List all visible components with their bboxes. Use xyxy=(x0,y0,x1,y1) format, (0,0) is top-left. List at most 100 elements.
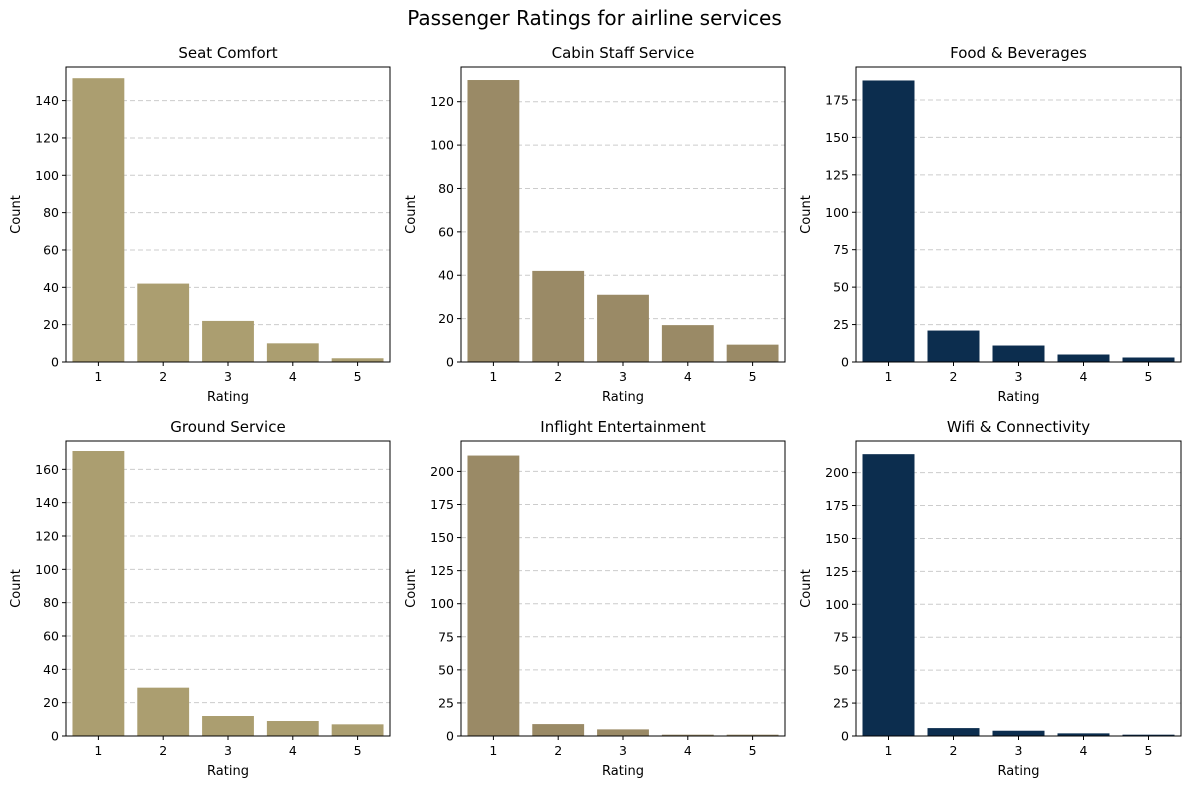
y-tick-label: 75 xyxy=(438,629,454,644)
x-tick-label: 5 xyxy=(354,743,362,758)
subplot-title: Ground Service xyxy=(170,418,285,436)
x-tick-label: 2 xyxy=(950,369,958,384)
y-tick-label: 120 xyxy=(35,529,59,544)
y-tick-label: 60 xyxy=(438,224,454,239)
bar-rating-4 xyxy=(661,734,714,736)
bar-rating-3 xyxy=(202,716,254,736)
y-axis-label: Count xyxy=(9,569,24,608)
y-tick-label: 175 xyxy=(430,497,454,512)
y-tick-label: 80 xyxy=(438,181,454,196)
bar-rating-5 xyxy=(1122,734,1175,736)
y-tick-label: 120 xyxy=(35,130,59,145)
y-tick-label: 160 xyxy=(35,462,59,477)
bar-rating-5 xyxy=(1122,357,1175,362)
y-tick-label: 175 xyxy=(825,92,849,107)
y-tick-label: 0 xyxy=(446,355,454,370)
x-tick-label: 3 xyxy=(224,369,232,384)
x-axis-label: Rating xyxy=(998,764,1040,779)
y-tick-label: 140 xyxy=(35,93,59,108)
y-tick-label: 80 xyxy=(43,595,59,610)
y-tick-label: 100 xyxy=(35,562,59,577)
bar-rating-1 xyxy=(72,451,125,736)
bar-rating-2 xyxy=(137,687,190,736)
x-tick-label: 4 xyxy=(1080,369,1088,384)
bar-rating-3 xyxy=(597,294,649,362)
y-tick-label: 100 xyxy=(430,138,454,153)
figure-title: Passenger Ratings for airline services xyxy=(407,6,782,30)
y-tick-label: 60 xyxy=(43,629,59,644)
x-tick-label: 3 xyxy=(1015,743,1023,758)
y-tick-label: 25 xyxy=(438,695,454,710)
x-tick-label: 2 xyxy=(950,743,958,758)
x-tick-label: 2 xyxy=(554,743,562,758)
bar-rating-2 xyxy=(927,728,980,736)
x-tick-label: 1 xyxy=(94,369,102,384)
subplot-title: Wifi & Connectivity xyxy=(947,418,1090,436)
chart-panel-5: 0 25 50 75 100 125 150 175 200 1 2 3 4 5 Inflight Ente… xyxy=(404,418,786,779)
y-tick-label: 0 xyxy=(51,729,59,744)
bar-rating-2 xyxy=(137,283,190,362)
y-tick-label: 80 xyxy=(43,205,59,220)
bar-rating-5 xyxy=(331,358,384,362)
bar-rating-5 xyxy=(726,344,779,362)
x-axis-label: Rating xyxy=(602,390,644,405)
y-tick-label: 75 xyxy=(833,630,849,645)
y-tick-label: 0 xyxy=(841,355,849,370)
y-tick-label: 100 xyxy=(825,597,849,612)
x-axis-label: Rating xyxy=(207,764,249,779)
bar-rating-2 xyxy=(532,270,585,362)
bar-rating-4 xyxy=(266,721,319,736)
bar-rating-3 xyxy=(992,730,1045,736)
x-tick-label: 1 xyxy=(94,743,102,758)
y-axis-label: Count xyxy=(404,195,419,234)
x-tick-label: 3 xyxy=(1015,369,1023,384)
y-tick-label: 20 xyxy=(43,695,59,710)
chart-panel-3: 0 25 50 75 100 125 150 175 1 2 3 4 5 Food & Beverages… xyxy=(799,44,1182,405)
x-tick-label: 1 xyxy=(885,743,893,758)
y-tick-label: 200 xyxy=(825,465,849,480)
y-tick-label: 75 xyxy=(833,242,849,257)
x-axis-label: Rating xyxy=(998,390,1040,405)
subplot-title: Food & Beverages xyxy=(950,44,1087,62)
y-axis-label: Count xyxy=(799,569,814,608)
y-tick-label: 40 xyxy=(43,280,59,295)
y-tick-label: 150 xyxy=(825,531,849,546)
x-tick-label: 4 xyxy=(289,743,297,758)
y-tick-label: 125 xyxy=(825,167,849,182)
y-axis-label: Count xyxy=(799,195,814,234)
chart-panel-2: 0 20 40 60 80 100 120 1 2 3 4 5 Cabin Staff Service R… xyxy=(404,44,786,405)
bar-rating-2 xyxy=(927,330,980,362)
y-tick-label: 120 xyxy=(430,94,454,109)
y-tick-label: 100 xyxy=(825,205,849,220)
y-tick-label: 60 xyxy=(43,242,59,257)
y-tick-label: 125 xyxy=(825,564,849,579)
y-tick-label: 40 xyxy=(43,662,59,677)
x-tick-label: 2 xyxy=(554,369,562,384)
y-tick-label: 150 xyxy=(430,530,454,545)
chart-panel-6: 0 25 50 75 100 125 150 175 200 1 2 3 4 5 Wifi & Connec… xyxy=(799,418,1182,779)
x-tick-label: 5 xyxy=(354,369,362,384)
bar-rating-3 xyxy=(992,345,1045,362)
subplot-title: Cabin Staff Service xyxy=(552,44,695,62)
y-axis-label: Count xyxy=(9,195,24,234)
x-tick-label: 5 xyxy=(749,743,757,758)
subplot-title: Inflight Entertainment xyxy=(540,418,706,436)
chart-panel-1: 0 20 40 60 80 100 120 140 1 2 3 4 5 Seat Comfort Ratin… xyxy=(9,44,391,405)
bar-rating-1 xyxy=(862,454,915,736)
chart-panel-4: 0 20 40 60 80 100 120 140 160 1 2 3 4 5 Ground Service… xyxy=(9,418,391,779)
y-axis-label: Count xyxy=(404,569,419,608)
y-tick-label: 25 xyxy=(833,696,849,711)
x-tick-label: 1 xyxy=(489,743,497,758)
bar-rating-1 xyxy=(72,78,125,363)
y-tick-label: 20 xyxy=(43,317,59,332)
y-tick-label: 100 xyxy=(430,596,454,611)
y-tick-label: 125 xyxy=(430,563,454,578)
y-tick-label: 50 xyxy=(833,280,849,295)
y-tick-label: 50 xyxy=(438,662,454,677)
x-tick-label: 4 xyxy=(684,743,692,758)
x-tick-label: 1 xyxy=(489,369,497,384)
x-tick-label: 4 xyxy=(289,369,297,384)
bar-rating-5 xyxy=(726,734,779,736)
y-tick-label: 50 xyxy=(833,663,849,678)
